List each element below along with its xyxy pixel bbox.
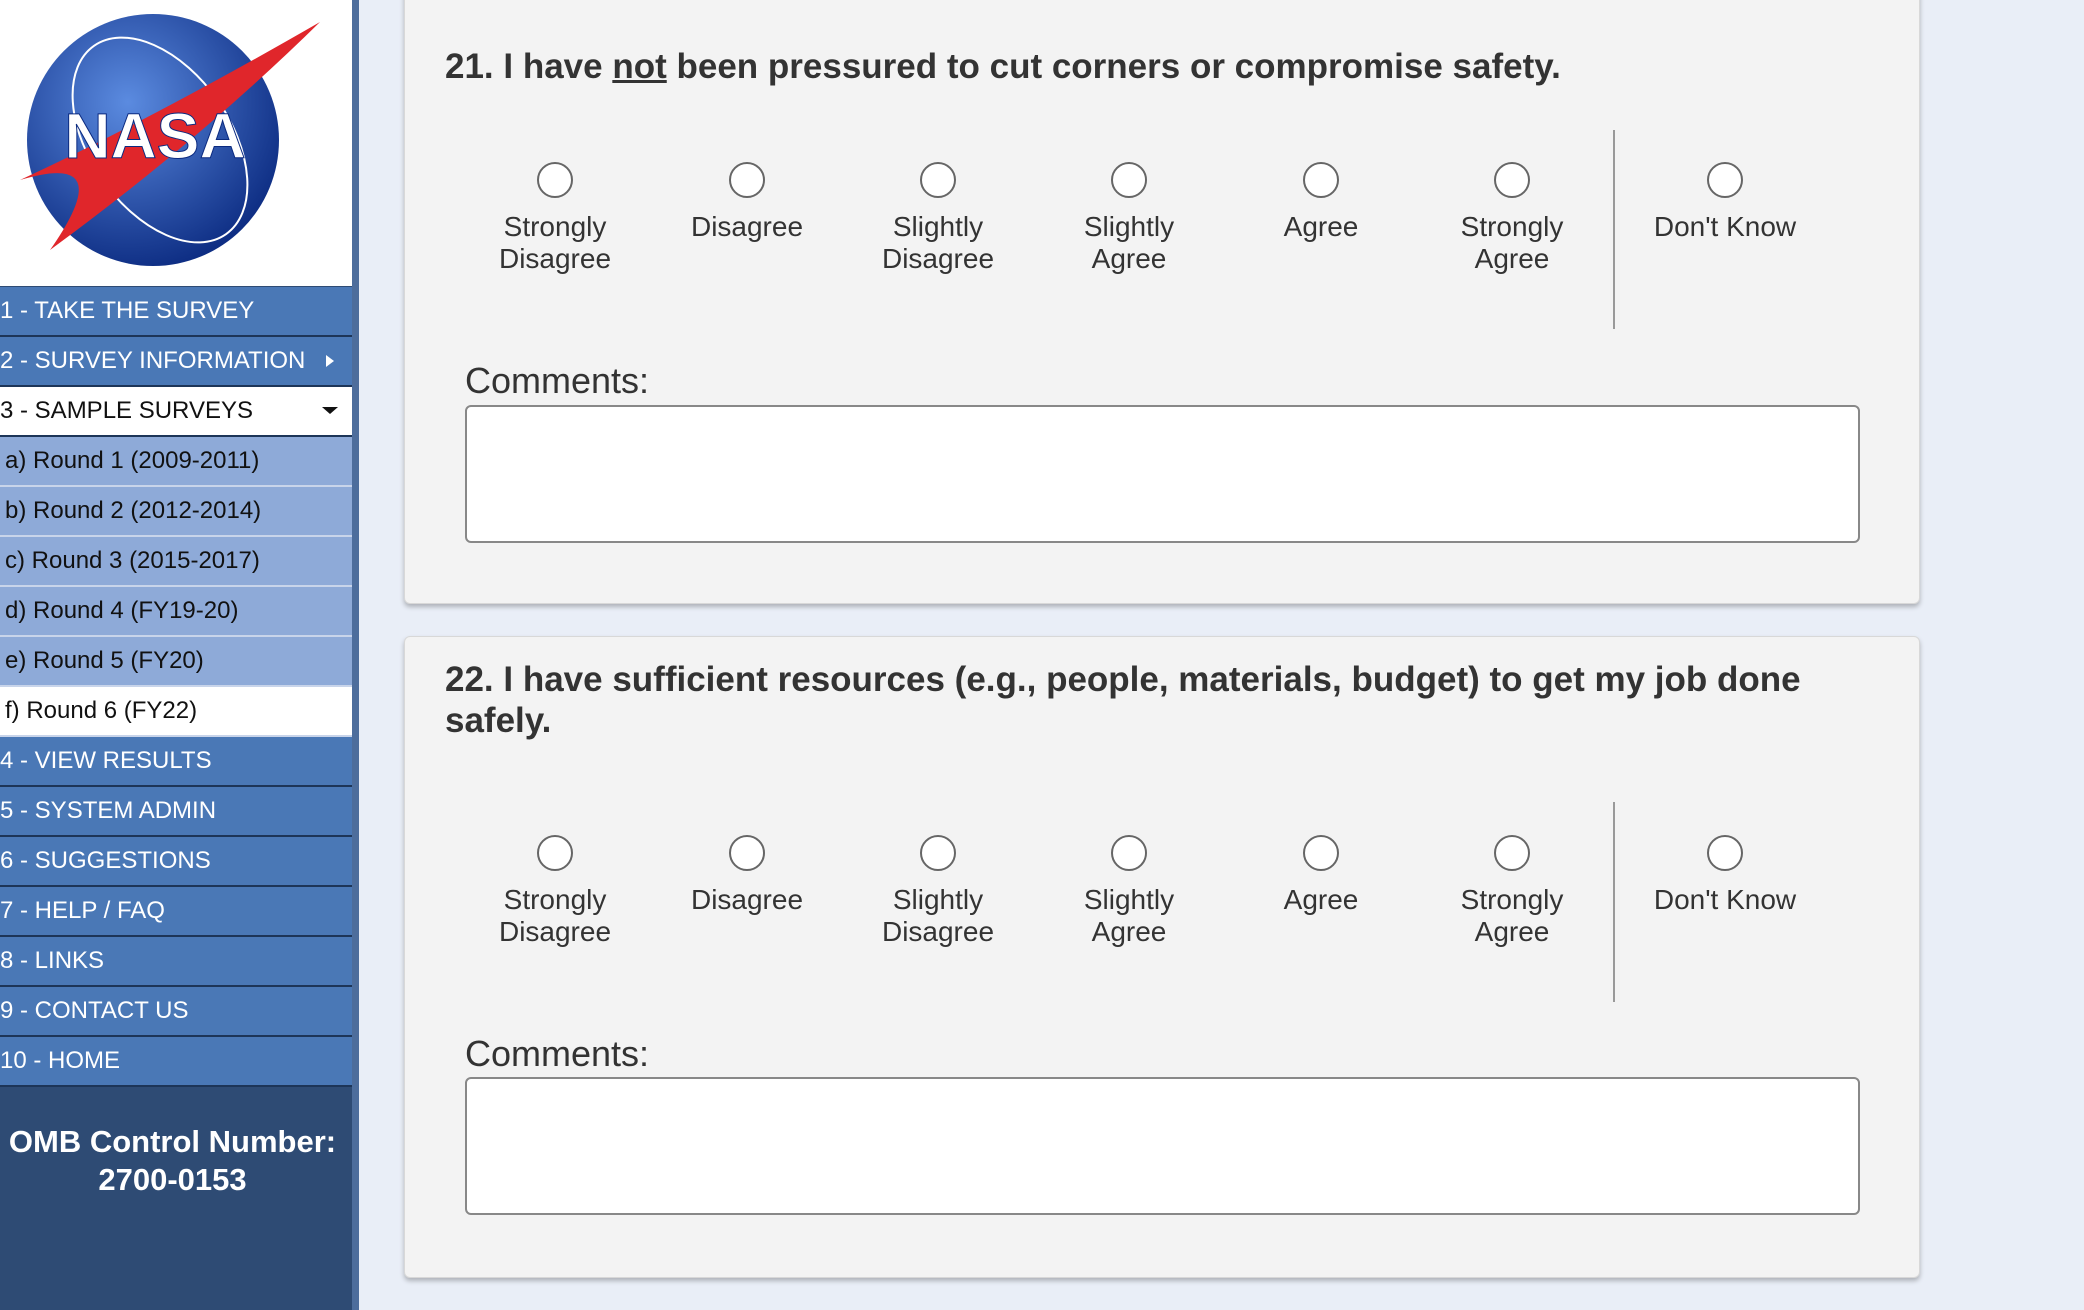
nav-item[interactable]: a) Round 1 (2009-2011): [0, 437, 352, 487]
option-label[interactable]: Slightly Disagree: [881, 884, 995, 947]
option-label[interactable]: Strongly Agree: [1460, 884, 1564, 947]
radio[interactable]: [1303, 835, 1339, 871]
radio[interactable]: [729, 835, 765, 871]
radio[interactable]: [920, 162, 956, 198]
option-label[interactable]: Strongly Disagree: [498, 211, 612, 274]
radio[interactable]: [1494, 835, 1530, 871]
radio[interactable]: [1494, 162, 1530, 198]
question-text: 22. I have sufficient resources (e.g., p…: [445, 659, 1875, 741]
option-label[interactable]: Agree: [1283, 884, 1359, 915]
option-label[interactable]: Strongly Disagree: [498, 884, 612, 947]
nav-item[interactable]: 9 - CONTACT US: [0, 987, 352, 1037]
option-label[interactable]: Don't Know: [1653, 211, 1797, 242]
question-part: not: [612, 47, 667, 86]
option-label[interactable]: Disagree: [690, 211, 804, 242]
comments-label: Comments:: [465, 360, 650, 401]
logo[interactable]: NASA: [0, 0, 352, 286]
question-part: 22. I have sufficient resources (e.g., p…: [445, 660, 1801, 740]
sidebar: NASA 1 - TAKE THE SURVEY 2 - SURVEY INFOR…: [0, 0, 359, 1310]
question-part: 21. I have: [445, 47, 613, 86]
option-label[interactable]: Disagree: [690, 884, 804, 915]
radio[interactable]: [1111, 835, 1147, 871]
option-label[interactable]: Agree: [1283, 211, 1359, 242]
nav-item[interactable]: 2 - SURVEY INFORMATION: [0, 337, 352, 387]
divider: [1613, 130, 1615, 329]
nav-item[interactable]: 6 - SUGGESTIONS: [0, 837, 352, 887]
nav-item[interactable]: f) Round 6 (FY22): [0, 687, 352, 737]
comments-box[interactable]: [465, 405, 1860, 543]
radio[interactable]: [920, 835, 956, 871]
nasa-logo: NASA: [20, 14, 320, 266]
option-label[interactable]: Strongly Agree: [1460, 211, 1564, 274]
radio[interactable]: [1707, 835, 1743, 871]
nav-item[interactable]: c) Round 3 (2015-2017): [0, 537, 352, 587]
question-part: been pressured to cut corners or comprom…: [666, 47, 1561, 86]
radio[interactable]: [1707, 162, 1743, 198]
question-card: 22. I have sufficient resources (e.g., p…: [404, 636, 1920, 1278]
omb-label: OMB Control Number:: [8, 1124, 337, 1159]
swoosh: [20, 22, 320, 250]
nav-item[interactable]: e) Round 5 (FY20): [0, 637, 352, 687]
option-label[interactable]: Slightly Agree: [1083, 211, 1175, 274]
radio[interactable]: [537, 835, 573, 871]
nav-item[interactable]: 5 - SYSTEM ADMIN: [0, 787, 352, 837]
nav-item[interactable]: 1 - TAKE THE SURVEY: [0, 287, 352, 337]
nav-item[interactable]: d) Round 4 (FY19-20): [0, 587, 352, 637]
omb-number: 2700-0153: [98, 1162, 247, 1197]
radio[interactable]: [1111, 162, 1147, 198]
nav-item[interactable]: 7 - HELP / FAQ: [0, 887, 352, 937]
radio[interactable]: [537, 162, 573, 198]
nav-item[interactable]: 3 - SAMPLE SURVEYS: [0, 387, 352, 437]
radio[interactable]: [1303, 162, 1339, 198]
question-card: 21. I have not been pressured to cut cor…: [404, 0, 1920, 604]
nav-item[interactable]: 10 - HOME: [0, 1037, 352, 1087]
question-text: 21. I have not been pressured to cut cor…: [445, 46, 1875, 87]
option-label[interactable]: Don't Know: [1653, 884, 1797, 915]
logo-text: NASA: [64, 100, 245, 172]
nav-item[interactable]: 8 - LINKS: [0, 937, 352, 987]
arrow: [326, 355, 334, 367]
option-label[interactable]: Slightly Disagree: [881, 211, 995, 274]
radio[interactable]: [729, 162, 765, 198]
comments-label: Comments:: [465, 1033, 650, 1074]
option-label[interactable]: Slightly Agree: [1083, 884, 1175, 947]
divider: [1613, 802, 1615, 1002]
comments-box[interactable]: [465, 1077, 1860, 1215]
nav-item[interactable]: 4 - VIEW RESULTS: [0, 737, 352, 787]
arrow: [322, 407, 338, 414]
nav-item[interactable]: b) Round 2 (2012-2014): [0, 487, 352, 537]
